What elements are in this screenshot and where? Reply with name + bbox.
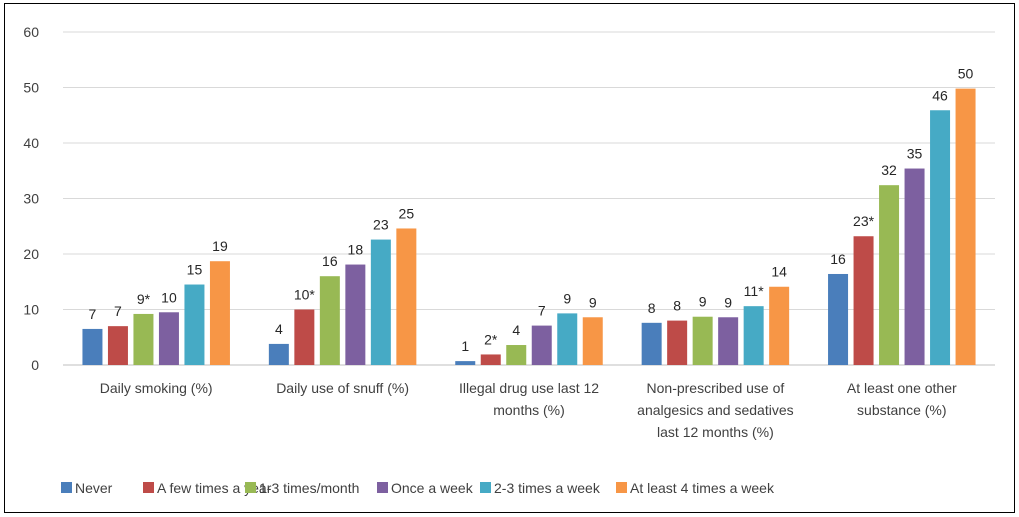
- data-label: 4: [512, 322, 520, 338]
- bar: [455, 361, 476, 365]
- y-tick-label: 50: [23, 80, 39, 96]
- bar: [319, 276, 340, 365]
- data-label: 25: [399, 205, 415, 221]
- legend-entry: Once a week: [391, 480, 474, 496]
- data-label: 7: [538, 303, 546, 319]
- legend-swatch: [61, 482, 72, 493]
- bar: [879, 185, 900, 365]
- data-label: 14: [771, 264, 787, 280]
- data-label: 1: [461, 338, 469, 354]
- category-label: last 12 months (%): [657, 424, 774, 440]
- category-label: months (%): [493, 402, 565, 418]
- data-label: 16: [830, 251, 846, 267]
- bar: [667, 320, 688, 365]
- data-label: 16: [322, 253, 338, 269]
- data-label: 10: [161, 289, 177, 305]
- bar: [930, 110, 951, 365]
- bar-chart: 0 10 20 30 40 50 60 7 7 9* 10 15 19 4 10* 16 18 23 25 1 2* 4…: [23, 24, 995, 496]
- data-label: 10*: [294, 287, 316, 303]
- bar: [107, 326, 128, 365]
- legend-swatch: [143, 482, 154, 493]
- data-label: 32: [881, 162, 897, 178]
- data-label: 7: [89, 306, 97, 322]
- bar: [769, 286, 790, 365]
- category-label: Daily smoking (%): [100, 380, 213, 396]
- category-label: Illegal drug use last 12: [459, 380, 599, 396]
- data-label: 9: [589, 294, 597, 310]
- bar: [396, 228, 417, 365]
- data-label: 9: [724, 294, 732, 310]
- data-label: 2*: [484, 331, 498, 347]
- data-label: 19: [212, 238, 228, 254]
- bars: [82, 88, 976, 366]
- bar: [955, 88, 976, 366]
- y-tick-label: 60: [23, 24, 39, 40]
- bar: [828, 273, 849, 365]
- legend-entry: 2-3 times a week: [494, 480, 601, 496]
- y-tick-label: 30: [23, 191, 39, 207]
- y-tick-label: 10: [23, 302, 39, 318]
- data-label: 9*: [137, 291, 151, 307]
- bar: [480, 354, 501, 365]
- bar: [82, 328, 103, 365]
- data-label: 9: [699, 294, 707, 310]
- bar: [345, 264, 366, 365]
- bar: [506, 345, 527, 365]
- data-label: 8: [673, 298, 681, 314]
- y-tick-label: 20: [23, 246, 39, 262]
- bar: [158, 312, 179, 365]
- bar: [743, 306, 764, 365]
- bar: [133, 313, 154, 365]
- y-tick-label: 40: [23, 135, 39, 151]
- legend-swatch: [616, 482, 627, 493]
- legend-entry: 1-3 times/month: [259, 480, 359, 496]
- data-label: 11*: [744, 283, 765, 299]
- data-label: 50: [958, 66, 974, 82]
- y-axis-ticks: 0 10 20 30 40 50 60: [23, 24, 39, 373]
- data-labels: 7 7 9* 10 15 19 4 10* 16 18 23 25 1 2* 4 7 9 9 8 8 9 9 11* 14 16…: [89, 66, 974, 355]
- data-label: 23: [373, 217, 389, 233]
- bar: [370, 239, 391, 365]
- bar: [692, 316, 713, 365]
- legend-entry: A few times a year: [157, 480, 272, 496]
- y-tick-label: 0: [31, 357, 39, 373]
- bar: [718, 317, 739, 365]
- data-label: 35: [907, 146, 923, 162]
- bar: [209, 261, 230, 365]
- category-label: analgesics and sedatives: [637, 402, 793, 418]
- category-label: Daily use of snuff (%): [276, 380, 409, 396]
- data-label: 9: [563, 290, 571, 306]
- data-label: 46: [932, 87, 948, 103]
- bar: [531, 325, 552, 365]
- data-label: 7: [114, 303, 122, 319]
- bar: [557, 313, 578, 365]
- category-label: Non-prescribed use of: [647, 380, 785, 396]
- category-label: At least one other: [847, 380, 957, 396]
- data-label: 18: [348, 242, 364, 258]
- legend-entry: At least 4 times a week: [630, 480, 775, 496]
- legend-entry: Never: [75, 480, 113, 496]
- bar: [904, 168, 925, 365]
- bar: [641, 322, 662, 365]
- legend-swatch: [480, 482, 491, 493]
- bar: [268, 343, 289, 365]
- bar: [582, 317, 603, 365]
- chart-frame: 0 10 20 30 40 50 60 7 7 9* 10 15 19 4 10* 16 18 23 25 1 2* 4…: [4, 3, 1015, 513]
- category-label: substance (%): [857, 402, 946, 418]
- category-labels: Daily smoking (%) Daily use of snuff (%) I…: [100, 380, 957, 440]
- bar: [853, 236, 874, 365]
- bar: [294, 309, 315, 365]
- bar: [184, 284, 205, 365]
- data-label: 15: [187, 262, 203, 278]
- data-label: 4: [275, 321, 283, 337]
- legend-swatch: [377, 482, 388, 493]
- legend-swatch: [245, 482, 256, 493]
- data-label: 23*: [853, 213, 875, 229]
- data-label: 8: [648, 300, 656, 316]
